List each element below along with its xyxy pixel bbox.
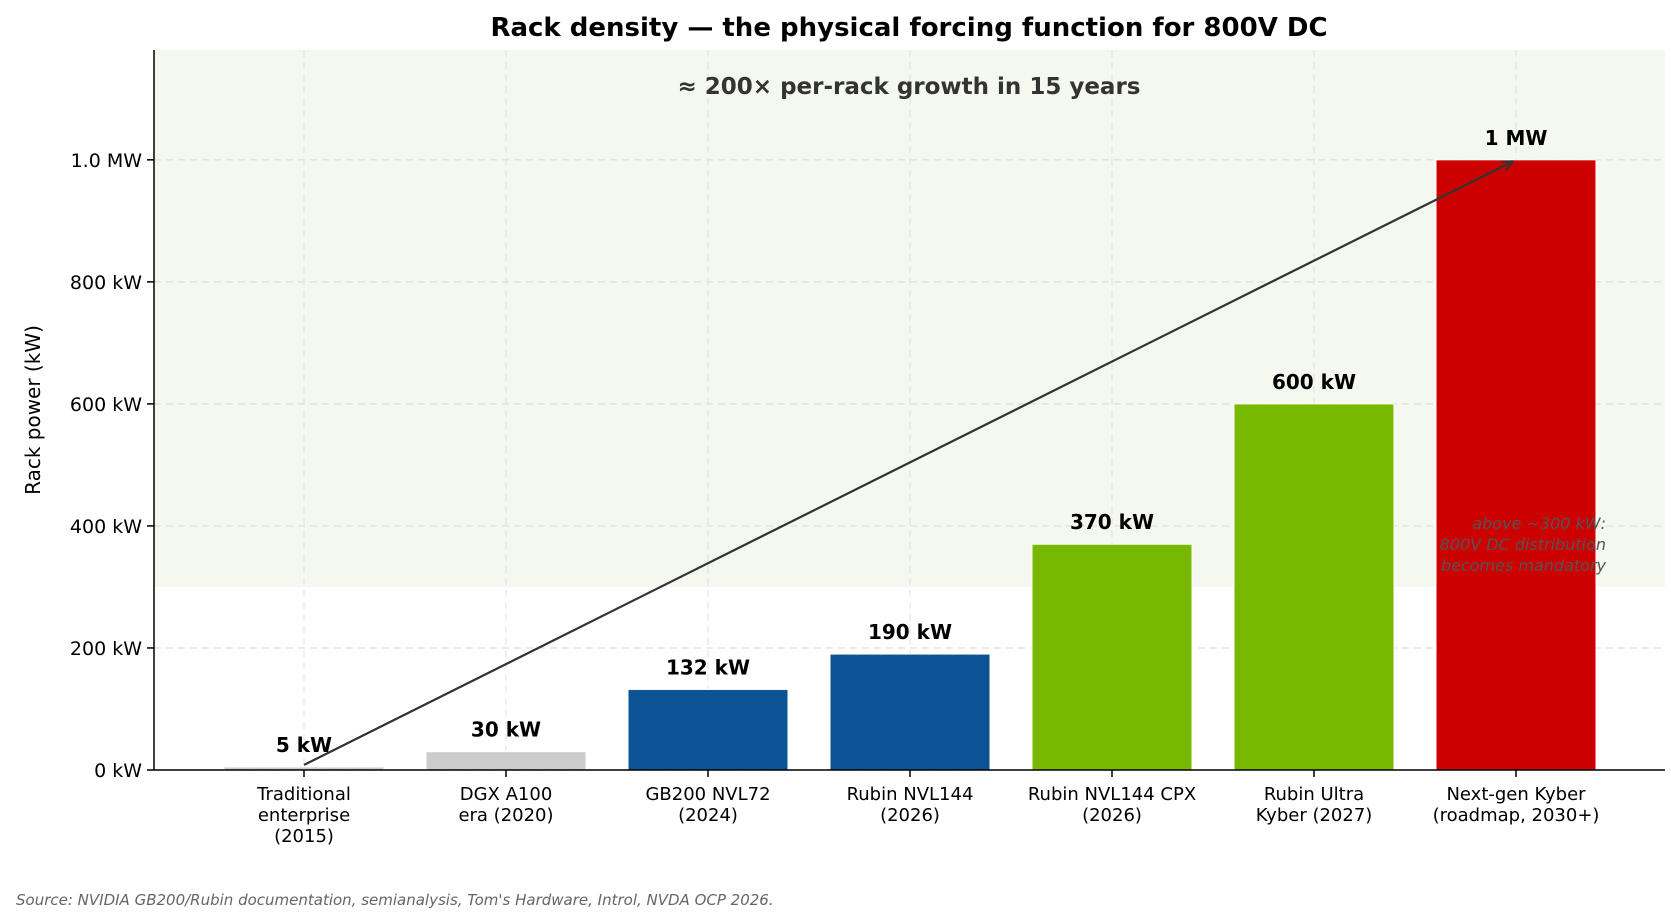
- y-tick-label: 600 kW: [70, 394, 142, 416]
- x-tick-label: Rubin NVL144 CPX (2026): [1028, 784, 1196, 826]
- value-label: 5 kW: [276, 733, 332, 757]
- bar: [627, 688, 789, 771]
- chart-title: Rack density — the physical forcing func…: [490, 13, 1327, 43]
- value-labels: 5 kW 30 kW 132 kW 190 kW 370 kW 600 kW 1 MW: [276, 126, 1548, 757]
- value-label: 600 kW: [1272, 370, 1356, 394]
- x-tick-label: Rubin Ultra Kyber (2027): [1256, 784, 1373, 826]
- y-axis-label: Rack power (kW): [21, 325, 45, 495]
- x-tick-label: Traditional enterprise (2015): [256, 784, 351, 847]
- y-tick-label: 200 kW: [70, 638, 142, 660]
- x-tick-label: Rubin NVL144 (2026): [847, 784, 974, 826]
- y-tick-label: 800 kW: [70, 272, 142, 294]
- x-tick-label: Next-gen Kyber (roadmap, 2030+): [1433, 784, 1600, 826]
- value-label: 30 kW: [471, 718, 541, 742]
- threshold-note: above ~300 kW: 800V DC distribution become…: [1440, 514, 1607, 575]
- bar: [829, 653, 991, 771]
- value-label: 370 kW: [1070, 510, 1154, 534]
- bar: [425, 751, 587, 771]
- trend-arrow: [303, 162, 1512, 766]
- value-label: 132 kW: [666, 655, 750, 679]
- growth-annotation: ≈ 200× per-rack growth in 15 years: [678, 74, 1141, 100]
- y-tick-label: 400 kW: [70, 516, 142, 538]
- y-tick-label: 1.0 MW: [71, 150, 143, 172]
- bars: [223, 159, 1597, 771]
- axes: 0 kW 200 kW 400 kW 600 kW 800 kW 1.0 MW Tradit…: [70, 50, 1665, 847]
- bar: [1031, 543, 1193, 771]
- y-tick-label: 0 kW: [94, 760, 142, 782]
- source-note: Source: NVIDIA GB200/Rubin documentation…: [16, 891, 774, 909]
- value-label: 190 kW: [868, 620, 952, 644]
- x-tick-label: GB200 NVL72 (2024): [645, 784, 770, 826]
- bar: [1233, 403, 1395, 771]
- x-tick-label: DGX A100 era (2020): [458, 784, 553, 826]
- bar: [1435, 159, 1597, 771]
- value-label: 1 MW: [1485, 126, 1548, 150]
